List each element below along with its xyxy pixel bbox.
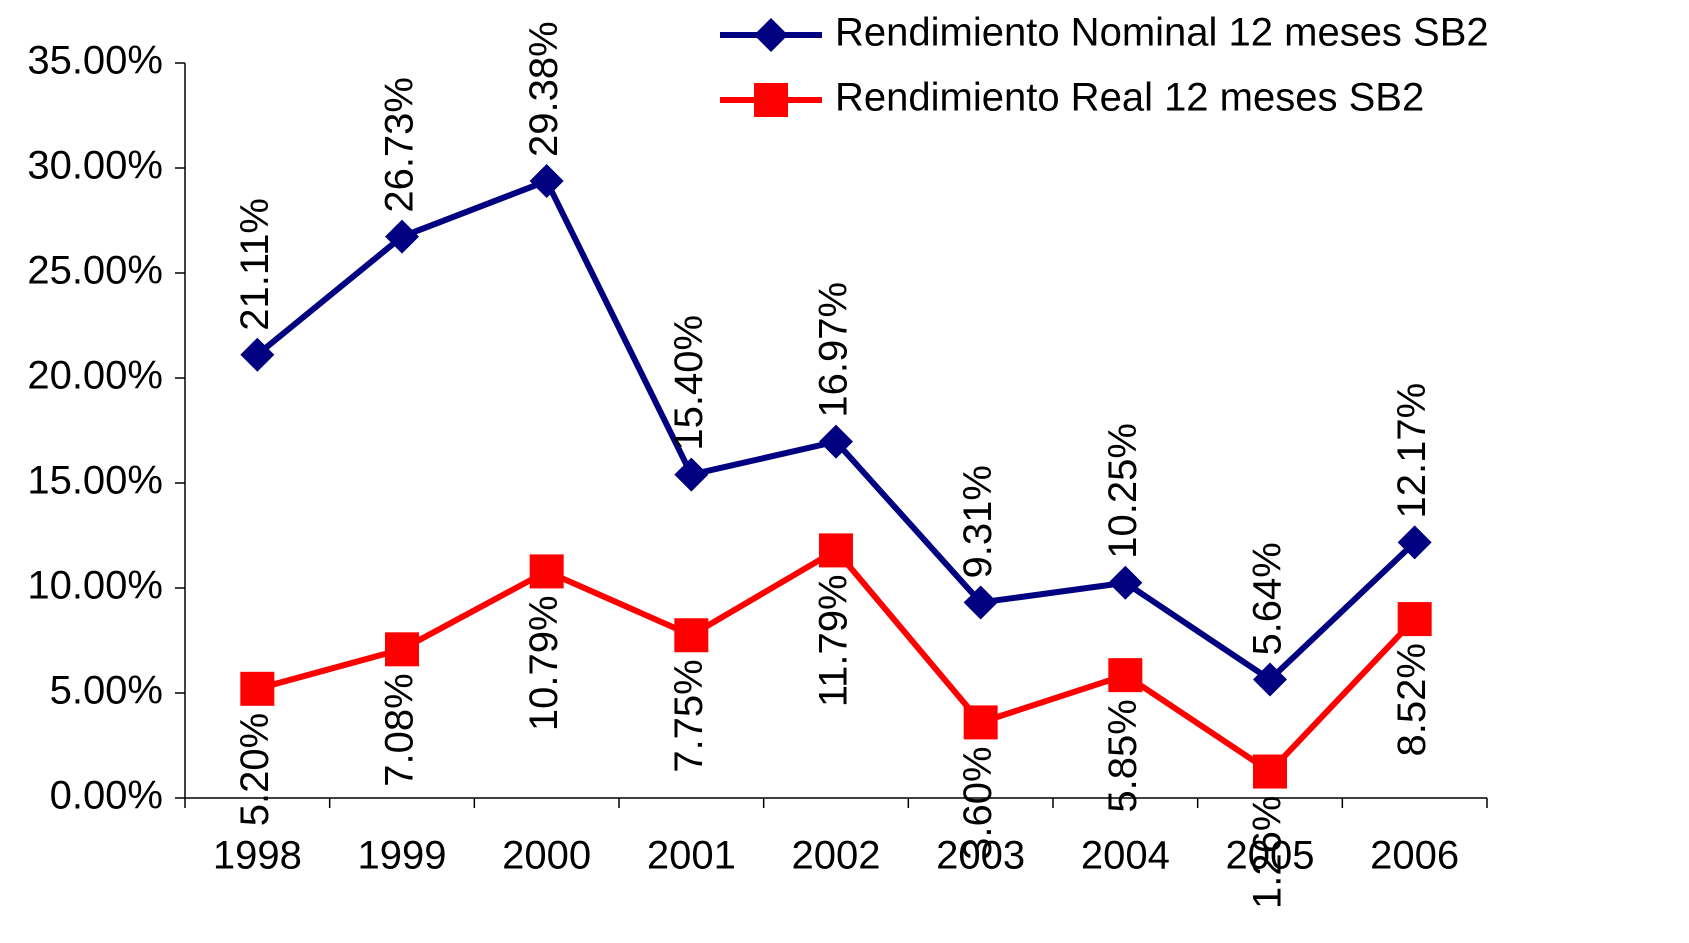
data-label: 8.52% bbox=[1390, 643, 1434, 756]
point bbox=[754, 18, 788, 52]
point bbox=[819, 424, 853, 459]
data-label: 5.85% bbox=[1101, 699, 1145, 812]
data-label: 7.75% bbox=[667, 659, 711, 772]
point bbox=[529, 164, 564, 199]
y-tick-label: 0.00% bbox=[50, 774, 163, 818]
x-tick-label: 1998 bbox=[213, 834, 302, 878]
point bbox=[1397, 602, 1432, 637]
x-tick-label: 2000 bbox=[502, 834, 591, 878]
data-label: 10.25% bbox=[1101, 423, 1145, 559]
point bbox=[1108, 658, 1143, 693]
data-label: 9.31% bbox=[956, 465, 1000, 578]
point bbox=[385, 219, 419, 254]
x-tick-label: 2004 bbox=[1081, 834, 1170, 878]
point bbox=[1397, 525, 1432, 560]
legend-label: Rendimiento Nominal 12 meses SB2 bbox=[835, 11, 1489, 55]
data-label: 12.17% bbox=[1390, 383, 1434, 519]
data-label: 10.79% bbox=[522, 595, 566, 731]
point bbox=[240, 337, 275, 372]
y-tick-label: 5.00% bbox=[50, 669, 163, 713]
point bbox=[963, 705, 998, 740]
x-tick-label: 1999 bbox=[358, 834, 447, 878]
x-tick-label: 2006 bbox=[1370, 834, 1459, 878]
y-tick-label: 10.00% bbox=[27, 564, 163, 608]
data-label: 15.40% bbox=[667, 315, 711, 451]
y-tick-label: 35.00% bbox=[27, 39, 163, 83]
data-label: 26.73% bbox=[378, 77, 422, 213]
data-label: 1.26% bbox=[1246, 796, 1290, 909]
x-tick-label: 2002 bbox=[792, 834, 881, 878]
x-tick-label: 2003 bbox=[936, 834, 1025, 878]
data-label: 11.79% bbox=[812, 574, 856, 707]
point bbox=[240, 671, 275, 706]
point bbox=[754, 83, 788, 117]
point bbox=[963, 585, 998, 620]
y-tick-label: 15.00% bbox=[27, 459, 163, 503]
x-tick-label: 2001 bbox=[647, 834, 736, 878]
data-label: 3.60% bbox=[956, 746, 1000, 859]
point bbox=[674, 457, 709, 492]
x-tick-label: 2005 bbox=[1226, 834, 1315, 878]
data-label: 5.64% bbox=[1246, 542, 1290, 655]
point bbox=[529, 554, 564, 589]
y-tick-label: 20.00% bbox=[27, 354, 163, 398]
legend-label: Rendimiento Real 12 meses SB2 bbox=[835, 76, 1424, 120]
data-label: 16.97% bbox=[812, 282, 856, 418]
data-label: 21.11% bbox=[233, 198, 277, 331]
point bbox=[385, 632, 419, 667]
data-label: 29.38% bbox=[522, 21, 566, 157]
y-tick-label: 25.00% bbox=[27, 249, 163, 293]
data-label: 7.08% bbox=[378, 673, 422, 786]
y-tick-label: 30.00% bbox=[27, 144, 163, 188]
data-label: 5.20% bbox=[233, 713, 277, 826]
point bbox=[1253, 662, 1287, 697]
point bbox=[1253, 754, 1287, 789]
point bbox=[1108, 565, 1143, 600]
point bbox=[674, 618, 709, 653]
point bbox=[819, 533, 853, 568]
